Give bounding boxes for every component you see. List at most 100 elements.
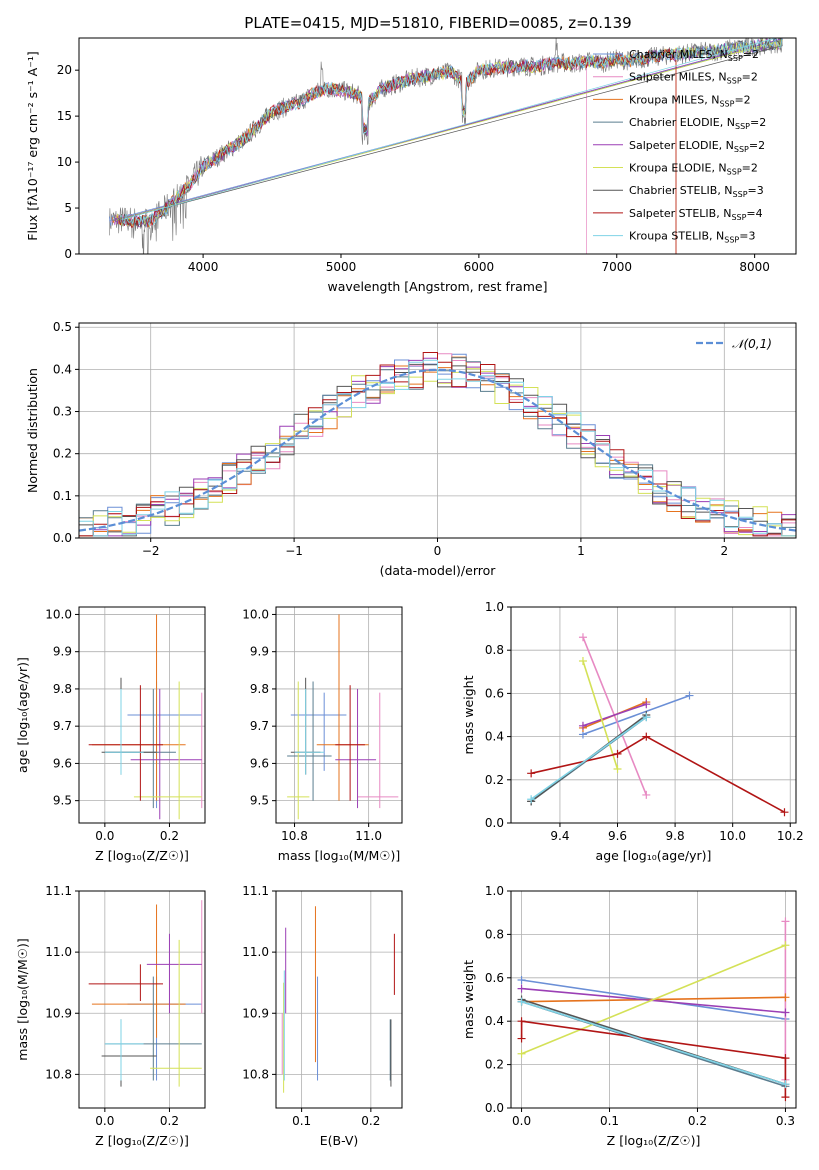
x-tick-label: 0.0	[512, 1114, 531, 1128]
series-line-salpeter-stelib	[520, 1020, 787, 1098]
y-tick-label: 0.5	[53, 320, 72, 334]
y-tick-label: 10.9	[242, 1006, 269, 1020]
series-line-salpeter-miles	[582, 636, 648, 796]
x-tick-label: 9.4	[550, 829, 569, 843]
chart-residuals: 𝒩(0,1) −2 −1 0 1 2 0.0 0.1 0.2 0.3 0.4 0.5 (data-mod…	[25, 320, 797, 578]
x-tick-label: 10.0	[719, 829, 746, 843]
y-tick-label: 11.0	[45, 945, 72, 959]
series-line-kroupa-stelib	[521, 1000, 786, 1085]
y-tick-label: 1.0	[485, 884, 504, 898]
chart-age-vs-mass: 10.8 11.0 9.5 9.6 9.7 9.8 9.9 10.0 mass [log₁₀(M…	[242, 606, 403, 863]
x-tick-label: 0.2	[160, 829, 179, 843]
series-marker-salpeter-elodie	[578, 721, 587, 730]
series-line-kroupa-elodie	[521, 944, 786, 1055]
legend-entry-chabrier-stelib: Chabrier STELIB, NSSP=3	[629, 184, 764, 199]
x-tick-label: 2	[720, 544, 728, 558]
x-axis-label: Z [log₁₀(Z/Z☉)]	[95, 1133, 189, 1148]
series-marker-salpeter-stelib	[642, 732, 651, 741]
series-line-kroupa-stelib	[530, 716, 647, 800]
y-tick-label: 0.4	[485, 730, 504, 744]
legend-entry-salpeter-stelib: Salpeter STELIB, NSSP=4	[629, 207, 763, 222]
series-marker-kroupa-stelib	[781, 1080, 790, 1089]
series-line-kroupa-elodie	[582, 660, 619, 770]
x-tick-label: 0	[434, 544, 442, 558]
y-tick-label: 9.9	[250, 645, 269, 659]
x-tick-label: −2	[142, 544, 160, 558]
y-tick-label: 0.6	[485, 686, 504, 700]
legend-entry-chabrier-elodie: Chabrier ELODIE, NSSP=2	[629, 116, 766, 131]
series-line-salpeter-elodie	[521, 987, 786, 1014]
legend-entry-salpeter-miles: Salpeter MILES, NSSP=2	[629, 71, 758, 86]
y-tick-label: 9.6	[250, 756, 269, 770]
x-tick-label: 0.2	[688, 1114, 707, 1128]
histogram-kroupa-stelib	[79, 359, 796, 538]
plot-area	[79, 352, 796, 538]
y-tick-label: 9.7	[250, 719, 269, 733]
plot-area	[88, 614, 203, 820]
plot-area	[108, 38, 784, 254]
plot-area	[88, 900, 203, 1087]
chart-spectrum: Chabrier MILES, NSSP=2 Salpeter MILES, NS…	[25, 37, 797, 294]
series-marker-kroupa-elodie	[517, 1049, 526, 1058]
y-tick-label: 10.0	[45, 607, 72, 621]
legend-entry-kroupa-miles: Kroupa MILES, NSSP=2	[629, 93, 751, 108]
y-tick-label: 9.9	[53, 645, 72, 659]
series-marker-chabrier-miles	[517, 975, 526, 984]
series-line-chabrier-miles	[582, 694, 690, 736]
series-marker-salpeter-stelib	[781, 1093, 790, 1102]
x-tick-label: 0.2	[361, 1114, 380, 1128]
y-tick-label: 9.8	[250, 682, 269, 696]
x-axis-label: mass [log₁₀(M/M☉)]	[278, 848, 400, 863]
x-tick-label: 11.0	[355, 829, 382, 843]
x-tick-label: 10.8	[281, 829, 308, 843]
series-marker-salpeter-stelib	[613, 749, 622, 758]
x-axis-label: E(B-V)	[320, 1133, 359, 1148]
axes-frame	[275, 890, 403, 1109]
x-axis-label: age [log₁₀(age/yr)]	[596, 848, 712, 863]
series-marker-salpeter-stelib	[780, 808, 789, 817]
series-marker-salpeter-stelib	[527, 769, 536, 778]
series-line-salpeter-stelib	[531, 735, 785, 813]
y-tick-label: 0.3	[53, 405, 72, 419]
x-tick-label: 0.1	[600, 1114, 619, 1128]
y-axis-label: Normed distribution	[25, 368, 40, 493]
y-tick-label: 1.0	[485, 600, 504, 614]
y-tick-label: 9.7	[53, 719, 72, 733]
plot-area	[281, 906, 395, 1093]
y-axis-label: Flux [fλ10⁻¹⁷ erg cm⁻² s⁻¹ A⁻¹]	[25, 51, 40, 240]
series-marker-salpeter-stelib	[517, 1034, 526, 1043]
y-tick-label: 0	[64, 247, 72, 261]
axes-frame	[510, 606, 797, 824]
chart-massweight-vs-age: 9.4 9.6 9.8 10.0 10.2 0.0 0.2 0.4 0.6 0.8 1.0 age […	[461, 600, 804, 863]
y-tick-label: 10.8	[45, 1067, 72, 1081]
model-spectrum-kroupa-stelib	[120, 38, 783, 226]
y-tick-label: 0.2	[53, 447, 72, 461]
x-tick-label: 9.8	[666, 829, 685, 843]
x-tick-label: −1	[285, 544, 303, 558]
y-tick-label: 0.8	[485, 927, 504, 941]
series-marker-salpeter-elodie	[642, 700, 651, 709]
y-tick-label: 5	[64, 201, 72, 215]
y-tick-label: 0.8	[485, 643, 504, 657]
x-tick-label: 6000	[464, 260, 495, 274]
x-tick-label: 7000	[601, 260, 632, 274]
y-axis-label: age [log₁₀(age/yr)]	[15, 657, 30, 773]
x-tick-label: 5000	[326, 260, 357, 274]
series-marker-kroupa-miles	[781, 993, 790, 1002]
y-tick-label: 10.0	[242, 607, 269, 621]
y-tick-label: 0.2	[485, 773, 504, 787]
plot-area	[287, 614, 399, 820]
y-tick-label: 11.0	[242, 945, 269, 959]
chart-mass-vs-Z: 0.0 0.2 10.8 10.9 11.0 11.1 Z [log₁₀(Z/Z☉)] mas…	[15, 884, 206, 1148]
chart-massweight-vs-Z: 0.0 0.1 0.2 0.3 0.0 0.2 0.4 0.6 0.8 1.0 Z [log₁₀(Z…	[461, 884, 797, 1148]
y-axis-label: mass weight	[461, 960, 476, 1039]
legend-entry-kroupa-elodie: Kroupa ELODIE, NSSP=2	[629, 162, 758, 177]
y-tick-label: 0.1	[53, 489, 72, 503]
model-spectrum-salpeter-stelib	[118, 48, 677, 254]
y-tick-label: 0.6	[485, 971, 504, 985]
series-marker-chabrier-miles	[685, 691, 694, 700]
y-tick-label: 11.1	[45, 884, 72, 898]
series-marker-kroupa-stelib	[527, 795, 536, 804]
y-tick-label: 10	[57, 155, 72, 169]
